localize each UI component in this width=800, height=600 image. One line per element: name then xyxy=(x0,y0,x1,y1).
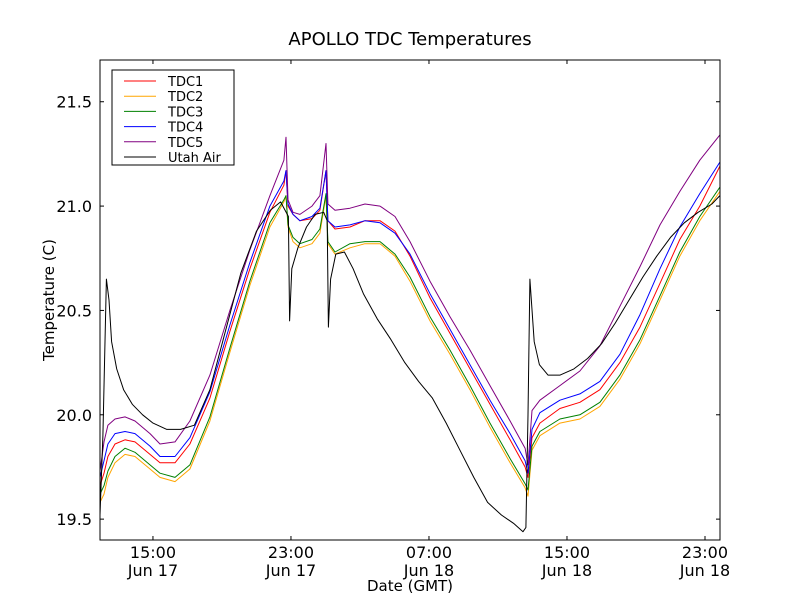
legend-label: Utah Air xyxy=(168,151,221,166)
x-axis-label: Date (GMT) xyxy=(367,577,453,595)
series-line-tdc1 xyxy=(100,166,720,486)
x-tick-label-date: Jun 18 xyxy=(403,561,454,580)
series-line-tdc4 xyxy=(100,162,720,478)
legend-label: TDC4 xyxy=(167,121,203,136)
x-tick-label-time: 23:00 xyxy=(268,543,314,562)
x-tick-label-time: 07:00 xyxy=(406,543,452,562)
x-tick-label-time: 23:00 xyxy=(682,543,728,562)
legend-frame xyxy=(111,69,235,166)
x-tick-label-time: 15:00 xyxy=(130,543,176,562)
legend-label: TDC5 xyxy=(167,136,203,151)
series-line-tdc2 xyxy=(100,191,720,503)
x-tick-label-date: Jun 17 xyxy=(265,561,316,580)
x-tick-label-date: Jun 18 xyxy=(679,561,730,580)
x-tick-label-date: Jun 17 xyxy=(127,561,178,580)
legend-label: TDC3 xyxy=(167,105,203,120)
y-tick-label: 21.0 xyxy=(56,197,92,216)
legend-label: TDC2 xyxy=(167,90,203,105)
x-tick-label-date: Jun 18 xyxy=(541,561,592,580)
y-tick-label: 19.5 xyxy=(56,510,92,529)
series-layer xyxy=(100,134,720,533)
plot-frame xyxy=(99,59,721,541)
y-tick-label: 20.0 xyxy=(56,406,92,425)
x-tick-label-time: 15:00 xyxy=(544,543,590,562)
series-line-utah-air xyxy=(100,195,720,533)
series-line-tdc3 xyxy=(100,187,720,495)
y-tick-label: 21.5 xyxy=(56,93,92,112)
legend-label: TDC1 xyxy=(167,75,203,90)
series-line-tdc5 xyxy=(100,134,720,472)
y-axis-label: Temperature (C) xyxy=(40,239,58,362)
chart-title: APOLLO TDC Temperatures xyxy=(288,29,531,50)
y-axis: 19.5 20.0 20.5 21.0 21.5 xyxy=(56,93,720,529)
y-tick-label: 20.5 xyxy=(56,301,92,320)
